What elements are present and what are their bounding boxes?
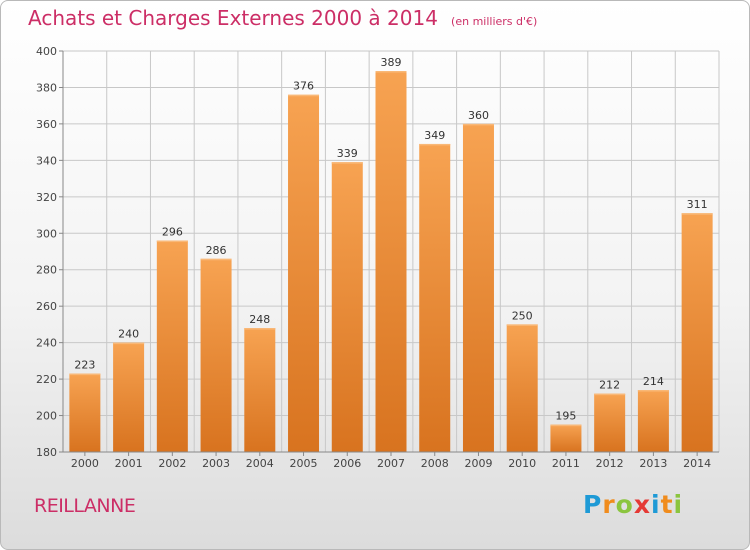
bar-top-edge (419, 143, 451, 146)
value-label-2000: 223 (74, 359, 95, 372)
value-label-2006: 339 (337, 147, 358, 160)
x-tick-label-2003: 2003 (202, 457, 230, 470)
bar-top-edge (550, 424, 582, 427)
x-tick-label-2006: 2006 (333, 457, 361, 470)
bar-layer (69, 71, 713, 453)
bar-2012 (594, 393, 626, 452)
bar-2011 (550, 424, 582, 452)
x-tick-label-2007: 2007 (377, 457, 405, 470)
y-tick-label: 340 (36, 154, 57, 167)
bar-top-edge (637, 390, 669, 392)
value-label-2003: 286 (206, 244, 227, 257)
value-label-2011: 195 (555, 410, 576, 423)
logo-letter: x (633, 490, 651, 519)
bar-2014 (681, 213, 713, 452)
y-tick-label: 240 (36, 337, 57, 350)
x-tick-label-2013: 2013 (639, 457, 667, 470)
bar-2007 (375, 71, 407, 453)
value-label-2001: 240 (118, 328, 139, 341)
x-tick-label-2005: 2005 (290, 457, 318, 470)
y-tick-label: 300 (36, 227, 57, 240)
y-tick-label: 180 (36, 446, 57, 459)
bar-2002 (156, 240, 188, 452)
bar-top-edge (594, 393, 626, 396)
x-tick-label-2002: 2002 (158, 457, 186, 470)
x-tick-label-2004: 2004 (246, 457, 274, 470)
value-label-2005: 376 (293, 80, 314, 93)
bar-2006 (331, 162, 363, 452)
x-tick-label-2008: 2008 (421, 457, 449, 470)
bar-top-edge (375, 71, 407, 73)
logo-letter: o (615, 490, 634, 519)
logo-letter: t (660, 490, 674, 519)
value-label-2013: 214 (643, 375, 664, 388)
bar-top-edge (288, 94, 320, 97)
chart-subtitle: (en milliers d'€) (451, 15, 538, 28)
y-tick-label: 280 (36, 264, 57, 277)
bar-2010 (506, 324, 538, 452)
x-tick-label-2000: 2000 (71, 457, 99, 470)
axis-layer: 180 200 220 240 260 280 300 320 340 360 380 400 2000… (36, 45, 719, 470)
x-tick-label-2009: 2009 (464, 457, 492, 470)
logo-letter: r (602, 490, 616, 519)
y-tick-label: 380 (36, 81, 57, 94)
bar-2009 (462, 123, 494, 452)
bar-top-edge (244, 328, 276, 330)
value-label-2002: 296 (162, 226, 183, 239)
y-tick-label: 260 (36, 300, 57, 313)
chart-title: Achats et Charges Externes 2000 à 2014 (28, 6, 438, 30)
value-label-2008: 349 (424, 129, 445, 142)
y-tick-label: 320 (36, 191, 57, 204)
y-tick-label: 220 (36, 373, 57, 386)
x-tick-label-2014: 2014 (683, 457, 711, 470)
label-layer: 223 240 296 286 248 376 339 389 349 360 250 195 212 2… (74, 56, 707, 423)
logo-letter: i (651, 490, 661, 519)
bar-2008 (419, 143, 451, 452)
bar-top-edge (506, 324, 538, 326)
value-label-2004: 248 (249, 313, 270, 326)
bar-2004 (244, 328, 276, 452)
bar-top-edge (156, 240, 188, 243)
bar-top-edge (200, 258, 232, 261)
x-tick-label-2001: 2001 (115, 457, 143, 470)
x-tick-label-2011: 2011 (552, 457, 580, 470)
bar-2013 (637, 390, 669, 452)
bar-top-edge (113, 342, 145, 345)
y-tick-label: 200 (36, 410, 57, 423)
x-tick-label-2010: 2010 (508, 457, 536, 470)
value-label-2007: 389 (381, 56, 402, 69)
value-label-2010: 250 (512, 309, 533, 322)
commune-name: REILLANNE (34, 495, 136, 517)
logo-letter: i (673, 490, 684, 519)
bar-top-edge (69, 373, 101, 376)
bar-2001 (113, 342, 145, 452)
x-tick-label-2012: 2012 (596, 457, 624, 470)
value-label-2009: 360 (468, 109, 489, 122)
logo-letter: P (583, 490, 603, 519)
bar-top-edge (331, 162, 363, 164)
bar-top-edge (462, 123, 494, 126)
bar-2000 (69, 373, 101, 452)
y-tick-label: 360 (36, 118, 57, 131)
value-label-2014: 311 (687, 198, 708, 211)
y-tick-label: 400 (36, 45, 57, 58)
title-row: Achats et Charges Externes 2000 à 2014 (… (28, 6, 537, 30)
value-label-2012: 212 (599, 379, 620, 392)
bar-top-edge (681, 213, 713, 215)
proxiti-logo: Proxiti (583, 490, 683, 519)
bar-2005 (288, 94, 320, 452)
bar-2003 (200, 258, 232, 452)
